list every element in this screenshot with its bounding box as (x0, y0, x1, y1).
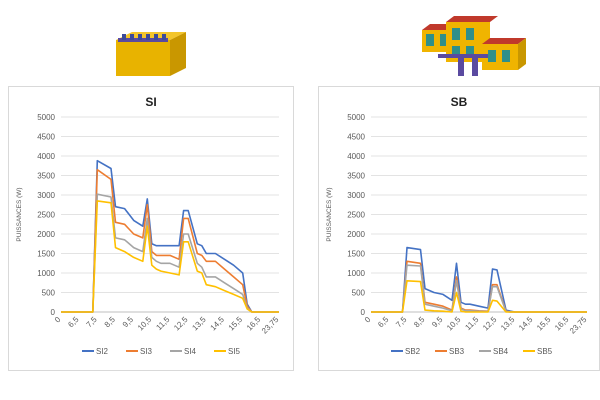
x-tick-label: 10,5 (445, 315, 463, 333)
y-axis-label: PUISSANCES (W) (326, 187, 333, 241)
legend-label: SI5 (228, 347, 241, 356)
x-tick-label: 23,75 (568, 315, 589, 336)
x-tick-label: 12,5 (172, 315, 190, 333)
legend-label: SI4 (184, 347, 197, 356)
x-tick-label: 7,5 (85, 315, 100, 330)
x-tick-label: 11,5 (154, 315, 171, 332)
chart-title: SB (450, 95, 468, 109)
x-tick-label: 15,5 (535, 315, 553, 333)
y-tick-label: 1000 (347, 269, 365, 278)
x-tick-label: 8,5 (103, 315, 118, 330)
y-tick-label: 500 (352, 289, 366, 298)
y-tick-label: 5000 (37, 113, 55, 122)
chart-panel-sb: SB 0 500 1000 1500 2000 2500 3000 3500 4000 4500 5… (318, 86, 600, 371)
y-tick-label: 500 (42, 289, 56, 298)
x-tick-label: 0 (53, 315, 63, 325)
x-tick-label: 15,5 (227, 315, 245, 333)
legend-label: SI3 (140, 347, 153, 356)
y-tick-label: 4000 (347, 152, 365, 161)
x-tick-label: 23,75 (260, 315, 281, 336)
y-tick-label: 3500 (347, 172, 365, 181)
y-tick-label: 2000 (347, 230, 365, 239)
y-tick-label: 3500 (37, 172, 55, 181)
y-tick-label: 1500 (37, 250, 55, 259)
x-tick-label: 14,5 (517, 315, 535, 333)
legend-label: SI2 (96, 347, 109, 356)
building-complex-icon (418, 14, 530, 85)
y-tick-label: 3000 (37, 191, 55, 200)
x-tick-label: 0 (363, 315, 373, 325)
x-tick-label: 12,5 (481, 315, 499, 333)
y-tick-label: 4500 (347, 133, 365, 142)
x-tick-label: 10,5 (136, 315, 154, 333)
legend-label: SB4 (493, 347, 509, 356)
building-single-icon (110, 24, 192, 87)
chart-title: SI (145, 95, 157, 109)
line-chart-sb: 0 500 1000 1500 2000 2500 3000 3500 4000 4500 5000… (326, 113, 589, 356)
x-tick-label: 11,5 (463, 315, 480, 332)
y-tick-label: 2500 (347, 211, 365, 220)
y-tick-label: 0 (51, 308, 56, 317)
chart-panel-si: SI 0 500 1000 1500 2000 2500 3000 3500 4000 4500 5… (8, 86, 294, 371)
y-tick-label: 1000 (37, 269, 55, 278)
y-tick-label: 3000 (347, 191, 365, 200)
x-tick-label: 6,5 (376, 315, 391, 330)
x-tick-label: 9,5 (121, 315, 136, 330)
legend-label: SB2 (405, 347, 421, 356)
y-tick-label: 0 (361, 308, 366, 317)
x-tick-label: 8,5 (412, 315, 427, 330)
series-line-sb5 (371, 280, 587, 313)
x-tick-label: 7,5 (394, 315, 409, 330)
x-tick-label: 6,5 (66, 315, 81, 330)
series-line-si5 (61, 200, 279, 313)
y-tick-label: 1500 (347, 250, 365, 259)
legend-label: SB5 (537, 347, 553, 356)
line-chart-si: 0 500 1000 1500 2000 2500 3000 3500 4000 4500 5000… (16, 113, 281, 356)
x-tick-label: 13,5 (499, 315, 517, 333)
y-tick-label: 4000 (37, 152, 55, 161)
y-tick-label: 5000 (347, 113, 365, 122)
series-line-si2 (61, 159, 279, 313)
legend-label: SB3 (449, 347, 465, 356)
y-tick-label: 2500 (37, 211, 55, 220)
series-line-si3 (61, 168, 279, 313)
y-tick-label: 2000 (37, 230, 55, 239)
x-tick-label: 9,5 (430, 315, 445, 330)
y-tick-label: 4500 (37, 133, 55, 142)
x-tick-label: 13,5 (190, 315, 208, 333)
x-tick-label: 14,5 (209, 315, 227, 333)
y-axis-label: PUISSANCES (W) (16, 187, 23, 241)
